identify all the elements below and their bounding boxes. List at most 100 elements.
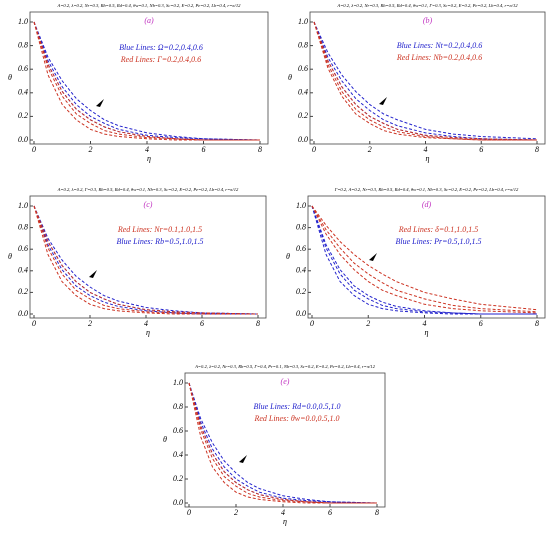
- panel: A=0.2, λ=0.2, Nr=0.3, Rb=0.5, Γ=0.4, Pr=…: [163, 364, 386, 526]
- x-tick-label: 6: [200, 319, 204, 328]
- curve: [311, 205, 538, 314]
- y-tick-label: 0.0: [296, 309, 306, 318]
- legend-note: Red Lines: θw=0.0,0.5,1.0: [253, 414, 339, 423]
- curve: [33, 21, 261, 141]
- curve: [311, 205, 538, 313]
- x-tick-label: 0: [310, 319, 314, 328]
- y-tick-label: 0.6: [296, 244, 306, 253]
- panel-label: (d): [422, 200, 432, 209]
- y-tick-label: 0.8: [18, 40, 28, 49]
- x-tick-label: 4: [423, 319, 427, 328]
- y-axis-label: θ: [8, 73, 12, 82]
- x-tick-label: 2: [368, 145, 372, 154]
- y-tick-label: 0.0: [173, 498, 183, 507]
- x-tick-label: 2: [88, 319, 92, 328]
- x-tick-label: 8: [535, 319, 539, 328]
- curve: [311, 205, 538, 311]
- y-tick-label: 0.0: [18, 309, 28, 318]
- plot-frame: [29, 11, 269, 145]
- y-tick-label: 0.8: [296, 222, 306, 231]
- y-tick-label: 0.8: [173, 402, 183, 411]
- curve: [311, 205, 537, 315]
- y-axis-label: θ: [286, 252, 290, 261]
- x-tick-label: 6: [202, 145, 206, 154]
- curve: [33, 21, 260, 141]
- plot-frame: [184, 372, 386, 508]
- legend-note: Blue Lines: Nt=0.2,0.4,0.6: [397, 41, 483, 50]
- plot-frame: [307, 195, 546, 319]
- y-tick-label: 0.4: [173, 450, 183, 459]
- arrow-head: [239, 455, 247, 463]
- y-tick-label: 1.0: [18, 17, 28, 26]
- x-tick-label: 4: [145, 145, 149, 154]
- x-tick-label: 0: [32, 319, 36, 328]
- curve: [33, 205, 258, 315]
- arrow-head: [379, 97, 387, 105]
- y-tick-label: 0.6: [18, 64, 28, 73]
- y-tick-label: 1.0: [298, 17, 308, 26]
- panel-label: (a): [144, 16, 154, 25]
- panel: Γ=0.2, A=0.2, Nr=0.3, Rb=0.5, Rd=0.4, θw…: [286, 187, 546, 337]
- y-tick-label: 0.6: [173, 426, 183, 435]
- x-axis-label: η: [425, 328, 429, 337]
- x-tick-label: 6: [479, 319, 483, 328]
- y-tick-label: 0.0: [18, 135, 28, 144]
- x-tick-label: 8: [535, 145, 539, 154]
- x-tick-label: 4: [424, 145, 428, 154]
- x-tick-label: 0: [187, 508, 191, 517]
- x-tick-label: 8: [258, 145, 262, 154]
- legend-note: Red Lines: Nb=0.2,0.4,0.6: [396, 53, 482, 62]
- curve: [188, 382, 377, 504]
- curve: [311, 205, 537, 315]
- curve: [311, 205, 537, 315]
- panel-header: A=0.2, λ=0.2, Nr=0.3, Rb=0.5, Rd=0.4, θw…: [57, 3, 242, 9]
- arrow-head: [96, 99, 104, 107]
- y-tick-label: 0.4: [18, 88, 28, 97]
- x-tick-label: 2: [366, 319, 370, 328]
- curve: [33, 205, 259, 315]
- y-tick-label: 1.0: [296, 201, 306, 210]
- curve: [33, 21, 260, 141]
- x-axis-label: η: [147, 154, 151, 163]
- curve: [33, 205, 258, 315]
- panel-header: A=0.2, λ=0.2, Nr=0.3, Rb=0.5, Rd=0.4, θw…: [336, 3, 518, 9]
- panel-header: A=0.2, λ=0.2, Nr=0.3, Rb=0.5, Γ=0.4, Pr=…: [194, 364, 375, 370]
- curve: [188, 382, 377, 504]
- legend-note: Red Lines: δ=0.1,1.0,1.5: [398, 225, 479, 234]
- plot-frame: [29, 195, 267, 319]
- x-tick-label: 8: [256, 319, 260, 328]
- x-tick-label: 4: [144, 319, 148, 328]
- curve: [33, 205, 259, 315]
- curve: [33, 21, 260, 141]
- legend-note: Red Lines: Γ=0.2,0.4,0.6: [120, 55, 201, 64]
- panel: A=0.2, λ=0.2, Γ=0.3, Rb=0.5, Rd=0.4, θw=…: [8, 187, 267, 337]
- x-tick-label: 8: [375, 508, 379, 517]
- x-tick-label: 0: [312, 145, 316, 154]
- y-axis-label: θ: [163, 435, 167, 444]
- x-tick-label: 6: [328, 508, 332, 517]
- panel: A=0.2, λ=0.2, Nr=0.3, Rb=0.5, Rd=0.4, θw…: [288, 3, 546, 163]
- arrow-head: [89, 270, 97, 278]
- x-tick-label: 0: [32, 145, 36, 154]
- curve: [188, 382, 378, 504]
- panel-label: (b): [423, 16, 433, 25]
- y-tick-label: 0.2: [18, 111, 28, 120]
- curve: [33, 21, 261, 141]
- y-tick-label: 1.0: [18, 201, 28, 210]
- y-tick-label: 0.0: [298, 135, 308, 144]
- y-tick-label: 0.6: [298, 64, 308, 73]
- y-tick-label: 0.2: [173, 474, 183, 483]
- curve: [313, 21, 537, 141]
- plot-frame: [309, 11, 546, 145]
- panel: A=0.2, λ=0.2, Nr=0.3, Rb=0.5, Rd=0.4, θw…: [8, 3, 269, 163]
- curve: [313, 21, 538, 140]
- curve: [313, 21, 538, 141]
- x-tick-label: 2: [89, 145, 93, 154]
- curve: [33, 21, 260, 141]
- x-tick-label: 2: [234, 508, 238, 517]
- x-tick-label: 6: [479, 145, 483, 154]
- curve: [313, 21, 538, 141]
- y-tick-label: 0.4: [296, 266, 306, 275]
- curve: [188, 382, 378, 504]
